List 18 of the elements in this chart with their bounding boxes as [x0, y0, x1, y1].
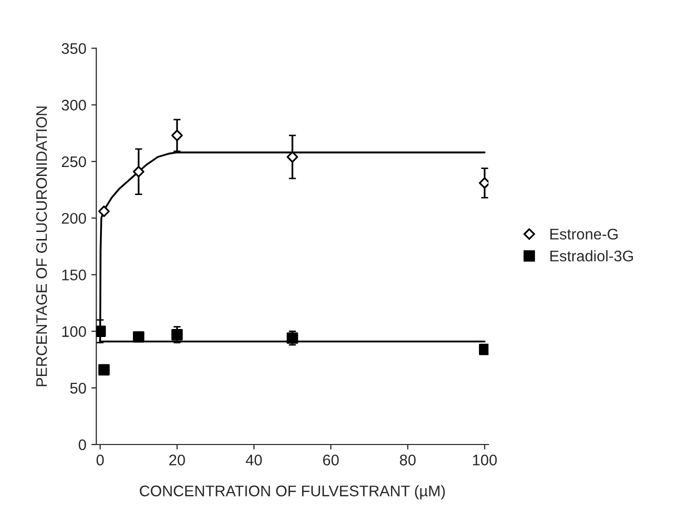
x-tick-label: 0 — [96, 454, 104, 466]
y-tick-label: 50 — [70, 382, 86, 394]
y-tick-label: 250 — [62, 156, 86, 168]
y-tick-label: 200 — [62, 212, 86, 224]
x-tick-label: 40 — [246, 454, 262, 466]
y-tick-label: 300 — [62, 100, 86, 111]
y-tick-label: 0 — [78, 439, 86, 450]
x-tick-label: 100 — [473, 454, 497, 466]
x-axis-title: CONCENTRATION OF FULVESTRANT (µM) — [140, 485, 445, 500]
legend-label: Estradiol-3G — [550, 250, 633, 262]
legend-label: Estrone-G — [550, 228, 618, 240]
y-tick-label: 350 — [62, 43, 86, 54]
y-tick-label: 150 — [62, 270, 86, 280]
x-tick-label: 60 — [323, 454, 339, 466]
y-axis-title: PERCENTAGE OF GLUCURONIDATION — [36, 106, 47, 386]
y-tick-label: 100 — [62, 326, 86, 337]
x-tick-label: 20 — [169, 454, 185, 466]
x-tick-label: 80 — [400, 454, 416, 466]
